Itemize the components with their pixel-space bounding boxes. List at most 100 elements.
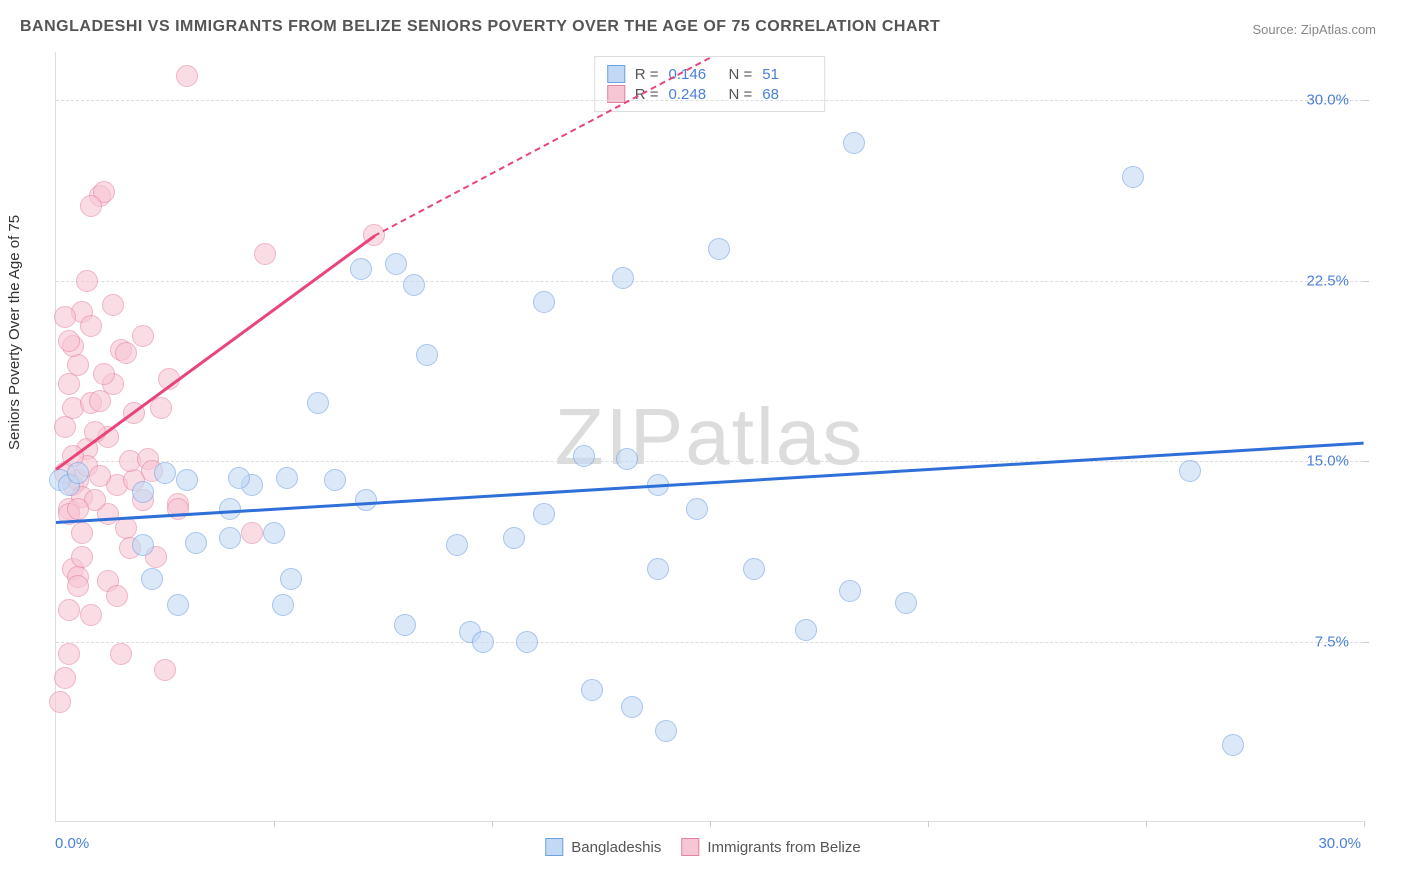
- data-point: [254, 243, 276, 265]
- plot-area: ZIPatlas R =0.146N =51R =0.248N =68 7.5%…: [55, 52, 1363, 822]
- data-point: [1179, 460, 1201, 482]
- legend-series-item: Bangladeshis: [545, 838, 661, 856]
- gridline: [56, 281, 1363, 282]
- data-point: [416, 344, 438, 366]
- data-point: [839, 580, 861, 602]
- data-point: [58, 330, 80, 352]
- data-point: [621, 696, 643, 718]
- source-label: Source: ZipAtlas.com: [1252, 22, 1376, 37]
- data-point: [446, 534, 468, 556]
- y-tick-mark: [1363, 461, 1369, 462]
- data-point: [895, 592, 917, 614]
- data-point: [655, 720, 677, 742]
- chart-title: BANGLADESHI VS IMMIGRANTS FROM BELIZE SE…: [20, 18, 940, 36]
- legend-stat-row: R =0.146N =51: [607, 65, 813, 83]
- data-point: [403, 274, 425, 296]
- data-point: [516, 631, 538, 653]
- data-point: [472, 631, 494, 653]
- data-point: [110, 643, 132, 665]
- data-point: [93, 363, 115, 385]
- data-point: [54, 416, 76, 438]
- x-tick-mark: [928, 821, 929, 827]
- data-point: [743, 558, 765, 580]
- x-tick-mark: [1146, 821, 1147, 827]
- y-tick-label: 30.0%: [1306, 92, 1349, 109]
- data-point: [154, 462, 176, 484]
- data-point: [647, 558, 669, 580]
- x-tick-mark: [492, 821, 493, 827]
- data-point: [795, 619, 817, 641]
- data-point: [76, 270, 98, 292]
- watermark: ZIPatlas: [555, 391, 864, 483]
- data-point: [71, 546, 93, 568]
- data-point: [355, 489, 377, 511]
- y-tick-mark: [1363, 281, 1369, 282]
- data-point: [141, 568, 163, 590]
- x-tick-mark: [274, 821, 275, 827]
- data-point: [106, 585, 128, 607]
- legend-swatch: [607, 65, 625, 83]
- data-point: [67, 498, 89, 520]
- trend-line: [55, 235, 375, 470]
- data-point: [150, 397, 172, 419]
- x-tick-mark: [710, 821, 711, 827]
- gridline: [56, 100, 1363, 101]
- legend-series: Bangladeshis Immigrants from Belize: [545, 838, 860, 856]
- data-point: [533, 503, 555, 525]
- data-point: [1222, 734, 1244, 756]
- data-point: [115, 342, 137, 364]
- data-point: [132, 534, 154, 556]
- trend-line-extension: [374, 57, 711, 237]
- data-point: [228, 467, 250, 489]
- legend-series-label: Immigrants from Belize: [707, 839, 860, 856]
- data-point: [132, 481, 154, 503]
- data-point: [280, 568, 302, 590]
- data-point: [167, 594, 189, 616]
- data-point: [67, 462, 89, 484]
- data-point: [176, 65, 198, 87]
- data-point: [58, 373, 80, 395]
- data-point: [272, 594, 294, 616]
- data-point: [71, 522, 93, 544]
- data-point: [80, 315, 102, 337]
- x-tick-mark: [1364, 821, 1365, 827]
- data-point: [115, 517, 137, 539]
- legend-n-label: N =: [729, 66, 753, 83]
- y-axis-label: Seniors Poverty Over the Age of 75: [6, 215, 23, 450]
- data-point: [616, 448, 638, 470]
- data-point: [533, 291, 555, 313]
- data-point: [573, 445, 595, 467]
- data-point: [167, 498, 189, 520]
- data-point: [1122, 166, 1144, 188]
- data-point: [385, 253, 407, 275]
- data-point: [686, 498, 708, 520]
- data-point: [708, 238, 730, 260]
- data-point: [263, 522, 285, 544]
- data-point: [89, 465, 111, 487]
- legend-series-item: Immigrants from Belize: [681, 838, 860, 856]
- data-point: [241, 522, 263, 544]
- data-point: [843, 132, 865, 154]
- data-point: [185, 532, 207, 554]
- data-point: [102, 294, 124, 316]
- y-tick-mark: [1363, 100, 1369, 101]
- data-point: [67, 575, 89, 597]
- watermark-thin: atlas: [685, 392, 864, 481]
- legend-swatch: [545, 838, 563, 856]
- legend-correlation-box: R =0.146N =51R =0.248N =68: [594, 56, 826, 112]
- data-point: [154, 659, 176, 681]
- data-point: [80, 195, 102, 217]
- data-point: [324, 469, 346, 491]
- data-point: [80, 604, 102, 626]
- data-point: [307, 392, 329, 414]
- legend-r-label: R =: [635, 66, 659, 83]
- data-point: [54, 667, 76, 689]
- data-point: [58, 643, 80, 665]
- data-point: [58, 599, 80, 621]
- data-point: [54, 306, 76, 328]
- data-point: [503, 527, 525, 549]
- x-axis-min-label: 0.0%: [55, 835, 89, 852]
- data-point: [581, 679, 603, 701]
- legend-swatch: [681, 838, 699, 856]
- y-tick-label: 22.5%: [1306, 272, 1349, 289]
